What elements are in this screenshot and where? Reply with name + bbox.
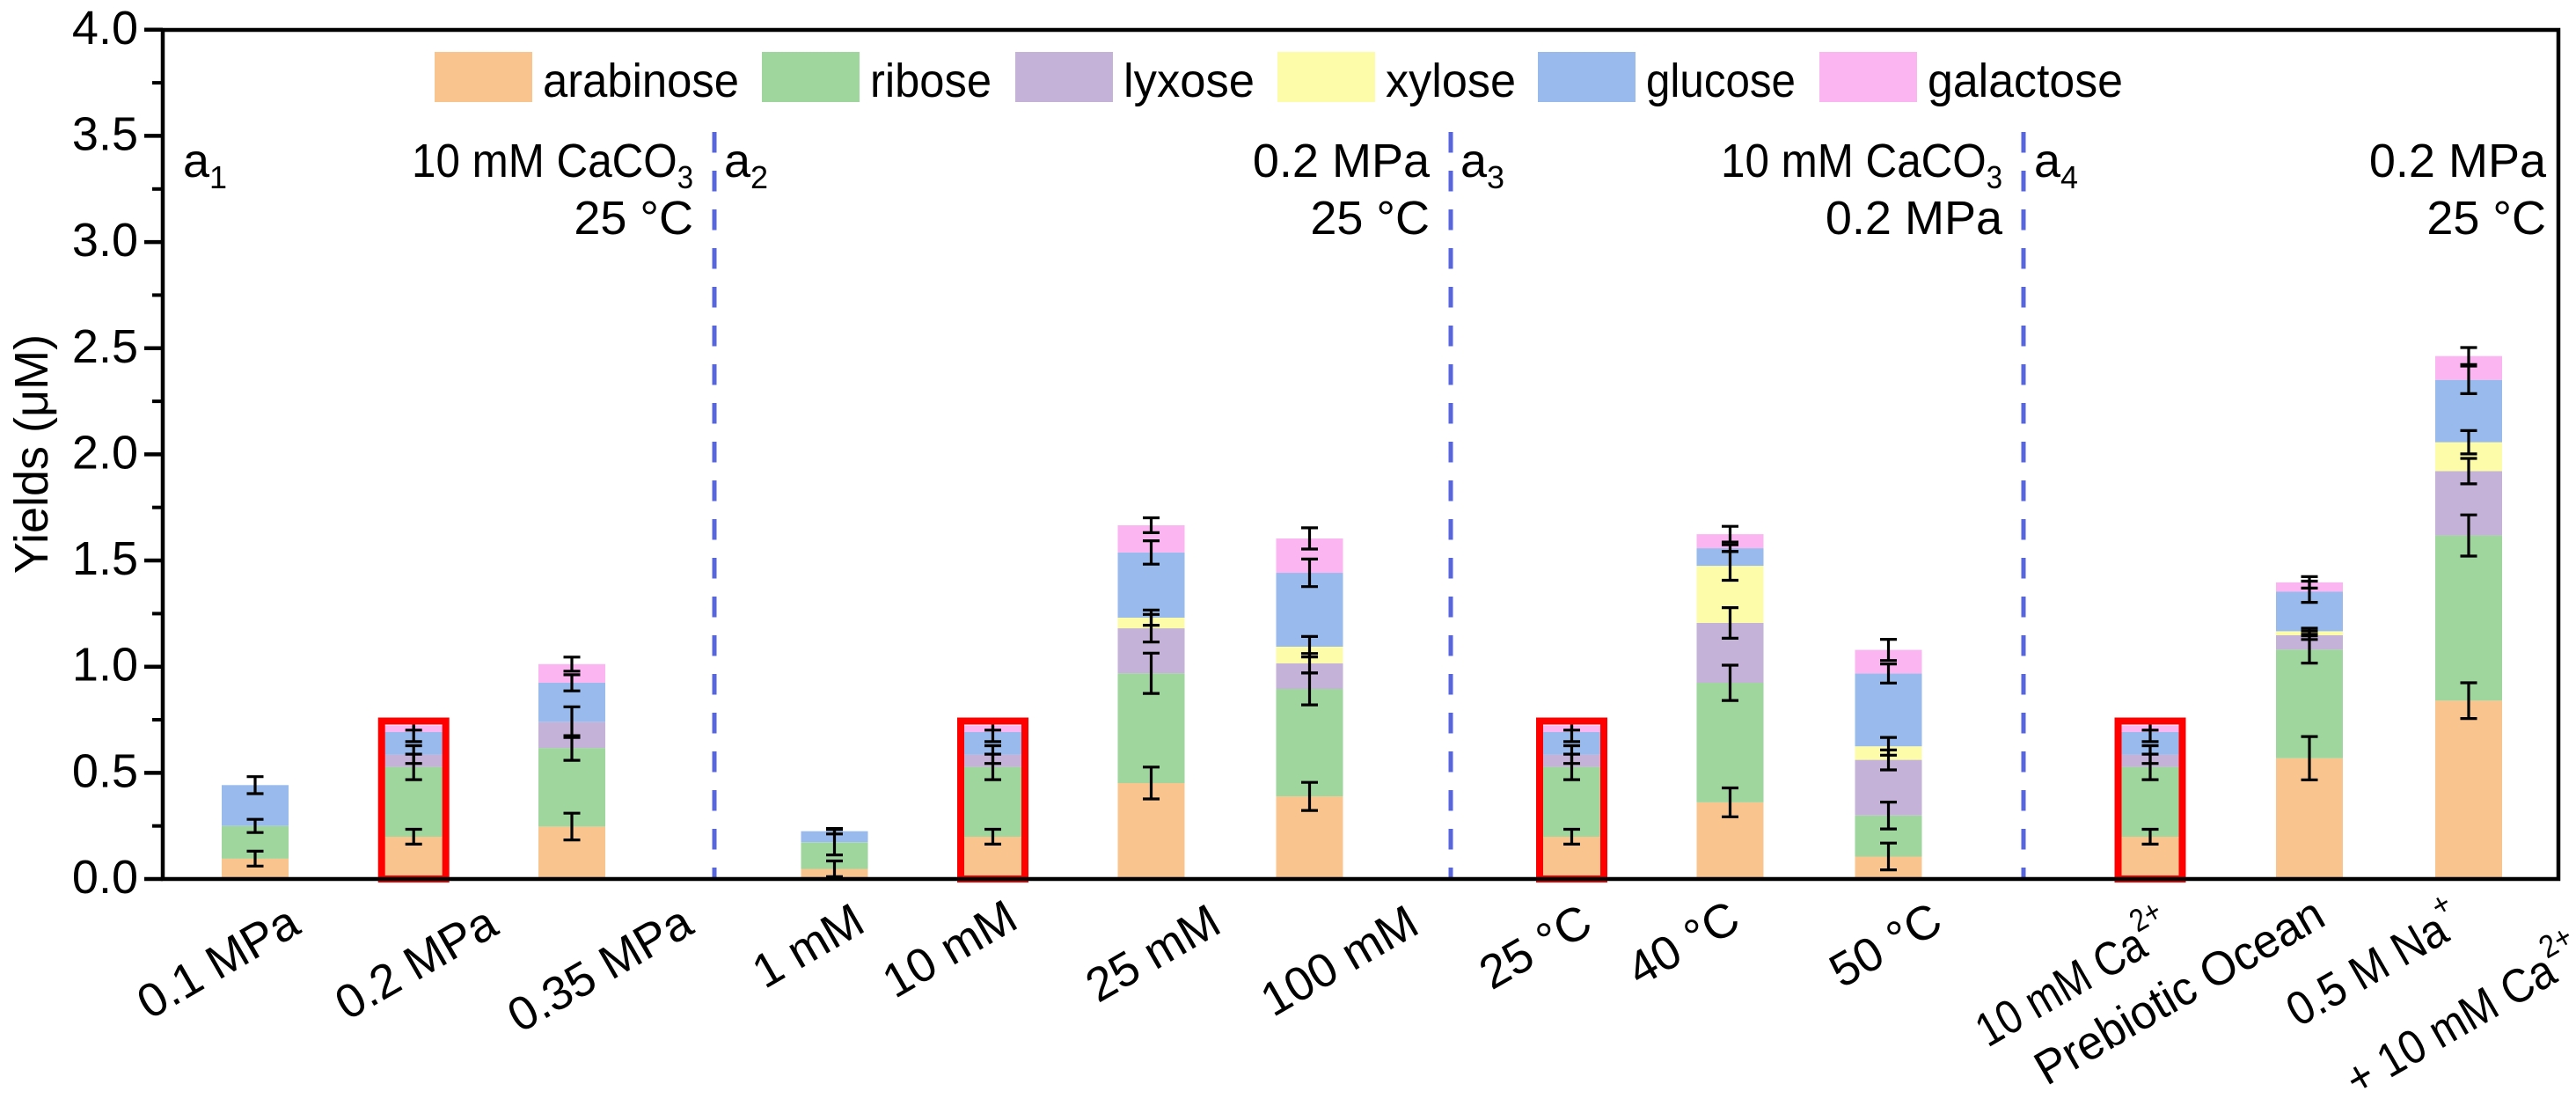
svg-text:25 °C: 25 °C [2426, 192, 2546, 245]
svg-text:arabinose: arabinose [543, 55, 739, 107]
svg-text:3.5: 3.5 [72, 107, 138, 160]
svg-text:galactose: galactose [1928, 55, 2123, 107]
svg-text:0.2 MPa: 0.2 MPa [1253, 135, 1431, 187]
svg-text:3.0: 3.0 [72, 214, 138, 267]
svg-text:xylose: xylose [1386, 55, 1516, 107]
svg-text:0.0: 0.0 [72, 851, 138, 904]
svg-text:10 mM CaCO3: 10 mM CaCO3 [412, 135, 693, 195]
svg-text:10 mM CaCO3: 10 mM CaCO3 [1721, 135, 2002, 195]
svg-text:4.0: 4.0 [72, 2, 138, 55]
svg-text:25 °C: 25 °C [1310, 192, 1430, 245]
svg-text:1.5: 1.5 [72, 532, 138, 585]
svg-text:2.5: 2.5 [72, 320, 138, 373]
svg-text:2.0: 2.0 [72, 426, 138, 479]
svg-text:lyxose: lyxose [1123, 55, 1255, 107]
svg-text:ribose: ribose [870, 55, 992, 107]
svg-text:Yields (μM): Yields (μM) [5, 334, 58, 574]
svg-text:1.0: 1.0 [72, 639, 138, 692]
svg-text:25 °C: 25 °C [574, 192, 693, 245]
svg-text:0.2 MPa: 0.2 MPa [2369, 135, 2547, 187]
svg-text:0.5: 0.5 [72, 744, 138, 797]
svg-text:glucose: glucose [1646, 55, 1796, 107]
svg-text:0.2 MPa: 0.2 MPa [1826, 192, 2003, 245]
